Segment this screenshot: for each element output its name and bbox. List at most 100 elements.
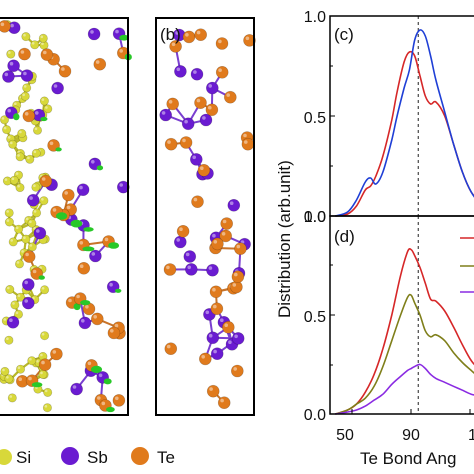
te-atom-highlight <box>18 377 23 382</box>
panel-c-series <box>335 29 474 217</box>
si-atom-highlight <box>16 261 20 264</box>
te-atom-highlight <box>114 323 119 328</box>
te-atom-highlight <box>85 305 89 309</box>
si-atom-highlight <box>10 141 13 145</box>
te-atom-highlight <box>79 241 84 245</box>
te-atom <box>215 66 229 79</box>
si-atom-highlight <box>8 51 11 54</box>
te-atom-highlight <box>200 166 204 170</box>
y-axis-title: Distribution (arb.unit) <box>275 160 294 318</box>
te-atom-highlight <box>0 22 5 27</box>
si-atom <box>2 125 12 135</box>
si-atom <box>32 125 42 135</box>
te-legend-icon <box>131 447 149 465</box>
te-atom-highlight <box>201 355 205 359</box>
te-atom-highlight <box>93 315 97 319</box>
si-atom-highlight <box>15 172 19 175</box>
panel-b-frame <box>155 17 255 416</box>
si-atom <box>42 403 52 413</box>
sb-atom-highlight <box>212 233 216 238</box>
te-atom-highlight <box>61 67 65 71</box>
te-atom-highlight <box>79 264 84 269</box>
panel-c-ytick-0: 0.0 <box>304 209 326 226</box>
te-atom-highlight <box>43 50 47 55</box>
sb-atom-highlight <box>192 155 196 160</box>
te-atom <box>243 34 256 47</box>
te-atom-highlight <box>220 398 224 403</box>
te-atom-highlight <box>32 269 37 274</box>
te-atom-highlight <box>76 294 80 299</box>
te-atom-highlight <box>20 50 25 54</box>
te-atom-highlight <box>193 197 198 202</box>
te-atom-highlight <box>245 36 250 41</box>
sb-atom-highlight <box>220 318 224 323</box>
si-atom-highlight <box>27 156 30 160</box>
te-atom <box>224 90 237 104</box>
sb-atom <box>26 193 40 207</box>
te-atom-highlight <box>28 376 32 381</box>
te-atom-highlight <box>167 140 171 144</box>
si-atom <box>38 33 48 43</box>
sb-atom-highlight <box>234 334 238 339</box>
te-atom <box>50 347 63 361</box>
sb-atom-highlight <box>175 31 179 35</box>
te-atom-highlight <box>213 304 217 309</box>
si-atom-highlight <box>44 389 48 393</box>
sb-atom <box>21 278 35 291</box>
charge-density-blob <box>90 365 103 373</box>
charge-density-blob <box>115 288 122 293</box>
charge-density-blob <box>83 227 94 232</box>
si-atom <box>14 224 24 234</box>
si-atom <box>0 115 9 125</box>
si-atom-highlight <box>6 337 9 341</box>
si-atom-highlight <box>17 294 21 298</box>
si-atom <box>39 196 49 206</box>
te-atom-highlight <box>25 252 29 257</box>
series-line-d-1 <box>335 293 474 415</box>
si-atom-highlight <box>31 266 34 270</box>
distribution-plots: Distribution (arb.unit) (c) 0.0 0.5 1.0 … <box>275 9 474 468</box>
sb-legend-icon <box>61 447 79 465</box>
sb-atom-highlight <box>10 23 14 28</box>
te-atom-highlight <box>64 191 68 195</box>
sb-atom <box>227 199 241 212</box>
si-atom <box>17 129 27 139</box>
te-atom <box>234 242 247 255</box>
te-atom <box>231 364 244 378</box>
sb-atom <box>183 250 197 263</box>
sb-atom-highlight <box>98 373 103 378</box>
sb-atom-highlight <box>53 84 58 88</box>
te-atom-highlight <box>243 133 247 138</box>
te-atom <box>164 137 178 151</box>
si-atom <box>27 242 37 252</box>
si-atom-highlight <box>41 198 44 201</box>
si-atom-highlight <box>23 236 26 239</box>
si-atom-highlight <box>29 220 32 224</box>
si-atom-highlight <box>14 102 17 106</box>
si-atom-highlight <box>4 178 8 181</box>
sb-atom-highlight <box>213 349 217 354</box>
charge-density-blob <box>40 116 48 122</box>
si-atom <box>21 234 31 244</box>
te-atom-highlight <box>41 177 46 181</box>
te-atom-highlight <box>41 360 45 365</box>
te-atom-highlight <box>24 112 29 116</box>
te-atom <box>211 237 224 251</box>
legend-sb-label: Sb <box>87 448 108 467</box>
te-atom-highlight <box>208 105 212 110</box>
si-atom-highlight <box>39 266 42 270</box>
si-atom <box>15 152 25 162</box>
si-atom-highlight <box>7 136 11 139</box>
te-atom-highlight <box>213 240 218 244</box>
te-atom <box>182 30 196 44</box>
sb-atom <box>33 226 47 240</box>
te-atom <box>231 270 245 284</box>
charge-density-blob <box>119 34 129 41</box>
si-atom-highlight <box>17 154 20 157</box>
si-atom-highlight <box>3 318 7 321</box>
panel-d-ytick-1: 0.5 <box>304 309 326 326</box>
si-atom-highlight <box>33 226 36 230</box>
te-atom <box>40 48 54 61</box>
te-atom <box>241 137 255 151</box>
